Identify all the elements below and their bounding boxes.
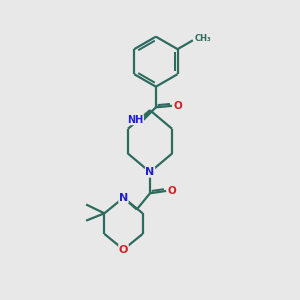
Text: O: O — [119, 244, 128, 254]
Text: NH: NH — [127, 115, 143, 125]
Text: CH₃: CH₃ — [195, 34, 211, 43]
Text: N: N — [146, 167, 154, 177]
Text: O: O — [173, 101, 182, 111]
Text: O: O — [167, 186, 176, 196]
Text: N: N — [119, 193, 128, 203]
